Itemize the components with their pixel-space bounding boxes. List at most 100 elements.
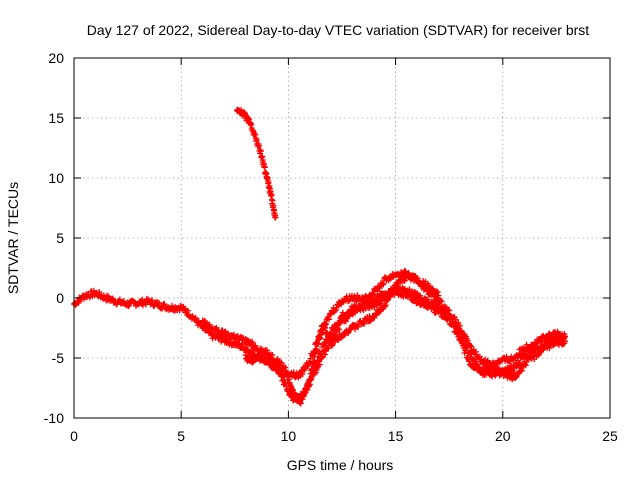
- data-point: [462, 339, 469, 346]
- data-point: [435, 300, 442, 307]
- data-point: [435, 292, 442, 299]
- data-point: [424, 296, 431, 303]
- y-tick-label: 5: [56, 230, 64, 246]
- data-point: [401, 277, 408, 284]
- data-point: [325, 344, 332, 351]
- data-point: [75, 299, 82, 306]
- data-point: [460, 334, 467, 341]
- data-point: [548, 334, 555, 341]
- data-point: [126, 302, 133, 309]
- data-point: [446, 307, 453, 314]
- data-point: [324, 345, 331, 352]
- data-point: [463, 343, 470, 350]
- data-point: [304, 387, 311, 394]
- data-point: [231, 331, 238, 338]
- data-point: [255, 142, 262, 149]
- data-point: [267, 358, 274, 365]
- data-point: [382, 302, 389, 309]
- data-point: [351, 293, 358, 300]
- data-point: [316, 358, 323, 365]
- data-point: [380, 281, 387, 288]
- data-point: [549, 334, 556, 341]
- data-point: [448, 313, 455, 320]
- data-point: [278, 359, 285, 366]
- data-point: [307, 376, 314, 383]
- data-point: [201, 318, 208, 325]
- x-axis-title: GPS time / hours: [287, 457, 394, 473]
- data-point: [406, 286, 413, 293]
- data-point: [185, 307, 192, 314]
- data-point: [369, 290, 376, 297]
- data-point: [169, 302, 176, 309]
- data-point: [310, 358, 317, 365]
- chart-title: Day 127 of 2022, Sidereal Day-to-day VTE…: [87, 22, 589, 38]
- data-point: [434, 288, 441, 295]
- ticks: 0 5 10 15 20 25 -10 -5 0 5 10 15 20: [44, 50, 618, 444]
- data-point: [322, 324, 329, 331]
- y-axis-title: SDTVAR / TECUs: [5, 182, 21, 294]
- data-point: [313, 346, 320, 353]
- x-tick-label: 25: [602, 428, 618, 444]
- x-tick-label: 20: [495, 428, 511, 444]
- data-point: [263, 347, 270, 354]
- data-point: [274, 355, 281, 362]
- data-point: [355, 323, 362, 330]
- data-point: [473, 348, 479, 355]
- data-point: [325, 316, 332, 323]
- data-point: [96, 289, 103, 296]
- data-point: [538, 338, 545, 345]
- data-point: [546, 345, 553, 352]
- data-point: [335, 326, 342, 333]
- series-main-arc: [71, 287, 568, 405]
- data-point: [116, 296, 123, 303]
- data-point: [370, 291, 377, 298]
- data-point: [361, 320, 368, 327]
- data-point: [206, 321, 213, 328]
- data-points: [71, 106, 568, 407]
- data-point: [299, 371, 306, 378]
- data-point: [192, 314, 199, 321]
- data-point: [269, 351, 276, 358]
- data-point: [322, 351, 329, 358]
- data-point: [342, 318, 349, 325]
- y-tick-label: 15: [48, 110, 64, 126]
- x-tick-label: 15: [388, 428, 404, 444]
- y-tick-label: 10: [48, 170, 64, 186]
- y-tick-label: 20: [48, 50, 64, 66]
- data-point: [257, 148, 264, 155]
- data-point: [155, 299, 162, 306]
- data-point: [522, 362, 529, 369]
- y-tick-label: -10: [44, 410, 64, 426]
- x-tick-label: 5: [177, 428, 185, 444]
- data-point: [459, 335, 466, 342]
- data-point: [561, 338, 568, 345]
- data-point: [109, 295, 116, 302]
- data-point: [476, 364, 483, 371]
- series-steep-segment: [233, 106, 279, 221]
- series-lower-arc: [242, 284, 568, 407]
- data-point: [468, 351, 475, 358]
- data-point: [125, 303, 132, 310]
- data-point: [394, 283, 401, 290]
- data-point: [290, 369, 297, 376]
- data-point: [316, 334, 323, 341]
- data-point: [272, 214, 279, 221]
- data-point: [464, 342, 471, 349]
- data-point: [447, 312, 454, 319]
- y-tick-label: -5: [52, 350, 65, 366]
- data-point: [414, 290, 421, 297]
- data-point: [453, 316, 460, 323]
- x-tick-label: 10: [281, 428, 297, 444]
- data-point: [517, 368, 524, 375]
- series-short-segments: [306, 271, 442, 383]
- data-point: [265, 178, 272, 185]
- grid: [74, 58, 610, 418]
- data-point: [453, 322, 460, 329]
- data-point: [181, 305, 188, 312]
- data-point: [149, 297, 156, 304]
- data-point: [379, 280, 386, 287]
- data-point: [523, 359, 530, 366]
- data-point: [373, 297, 380, 304]
- data-point: [376, 285, 383, 292]
- y-tick-label: 0: [56, 290, 64, 306]
